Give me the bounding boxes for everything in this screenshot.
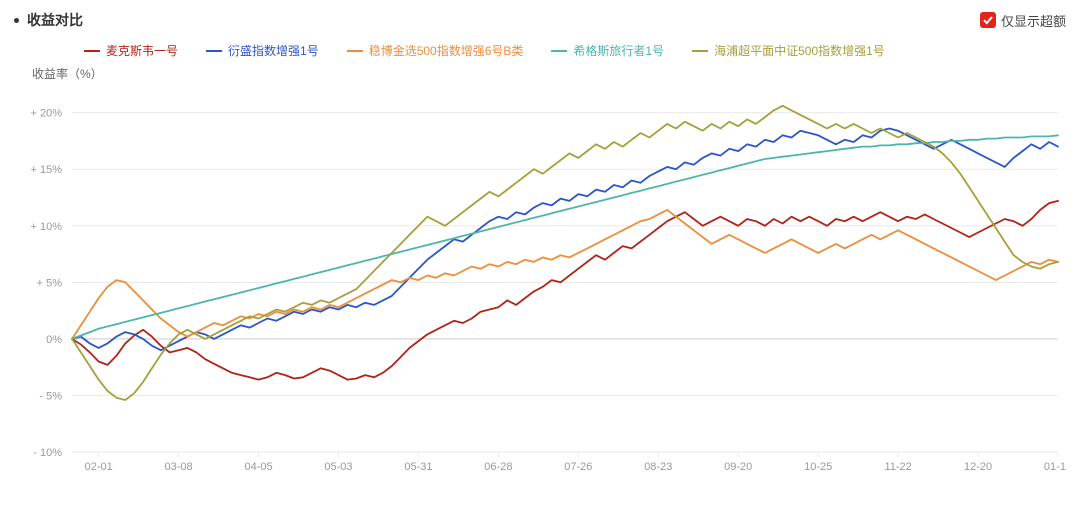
svg-text:03-08: 03-08 bbox=[165, 461, 193, 473]
svg-text:09-20: 09-20 bbox=[724, 461, 752, 473]
series-line bbox=[72, 106, 1058, 400]
svg-text:10-25: 10-25 bbox=[804, 461, 832, 473]
chart-svg: + 20% + 15% + 10% + 5% 0% - 5% - 10% 02-01 03-08… bbox=[14, 82, 1066, 482]
svg-text:01-17: 01-17 bbox=[1044, 461, 1066, 473]
svg-text:+ 15%: + 15% bbox=[31, 164, 63, 176]
chart-title: 收益对比 bbox=[14, 10, 83, 30]
svg-text:11-22: 11-22 bbox=[884, 461, 911, 473]
y-axis-title: 收益率（%） bbox=[14, 65, 1066, 82]
legend-swatch bbox=[347, 50, 363, 52]
legend-item[interactable]: 海浦超平面中证500指数增强1号 bbox=[692, 42, 885, 59]
svg-text:- 10%: - 10% bbox=[33, 447, 62, 459]
legend-swatch bbox=[692, 50, 708, 52]
legend-label: 衍盛指数增强1号 bbox=[228, 42, 319, 59]
svg-text:05-31: 05-31 bbox=[404, 461, 432, 473]
series-line bbox=[72, 210, 1058, 339]
legend-label: 麦克斯韦一号 bbox=[106, 42, 178, 59]
svg-text:05-03: 05-03 bbox=[324, 461, 352, 473]
svg-text:+ 10%: + 10% bbox=[31, 221, 63, 233]
series-line bbox=[72, 129, 1058, 351]
svg-text:+ 20%: + 20% bbox=[31, 108, 63, 120]
legend-swatch bbox=[551, 50, 567, 52]
legend-label: 希格斯旅行者1号 bbox=[573, 42, 664, 59]
svg-text:+ 5%: + 5% bbox=[37, 277, 63, 289]
svg-text:07-26: 07-26 bbox=[564, 461, 592, 473]
svg-text:12-20: 12-20 bbox=[964, 461, 992, 473]
legend-item[interactable]: 稳博金选500指数增强6号B类 bbox=[347, 42, 524, 59]
svg-text:02-01: 02-01 bbox=[85, 461, 113, 473]
toggle-label: 仅显示超额 bbox=[1001, 11, 1066, 30]
chart-title-text: 收益对比 bbox=[27, 10, 83, 30]
series-line bbox=[72, 201, 1058, 380]
svg-text:08-23: 08-23 bbox=[644, 461, 672, 473]
svg-text:- 5%: - 5% bbox=[39, 390, 62, 402]
legend-label: 海浦超平面中证500指数增强1号 bbox=[714, 42, 885, 59]
line-chart: + 20% + 15% + 10% + 5% 0% - 5% - 10% 02-01 03-08… bbox=[14, 82, 1066, 482]
legend-item[interactable]: 衍盛指数增强1号 bbox=[206, 42, 319, 59]
svg-text:04-05: 04-05 bbox=[244, 461, 272, 473]
legend-swatch bbox=[84, 50, 100, 52]
legend-item[interactable]: 希格斯旅行者1号 bbox=[551, 42, 664, 59]
svg-text:06-28: 06-28 bbox=[484, 461, 512, 473]
svg-text:0%: 0% bbox=[46, 334, 62, 346]
legend-label: 稳博金选500指数增强6号B类 bbox=[369, 42, 524, 59]
legend-item[interactable]: 麦克斯韦一号 bbox=[84, 42, 178, 59]
excess-only-toggle[interactable]: 仅显示超额 bbox=[980, 11, 1066, 30]
checkbox-icon bbox=[980, 12, 996, 28]
legend-swatch bbox=[206, 50, 222, 52]
legend: 麦克斯韦一号 衍盛指数增强1号 稳博金选500指数增强6号B类 希格斯旅行者1号 海浦超… bbox=[14, 38, 1066, 61]
